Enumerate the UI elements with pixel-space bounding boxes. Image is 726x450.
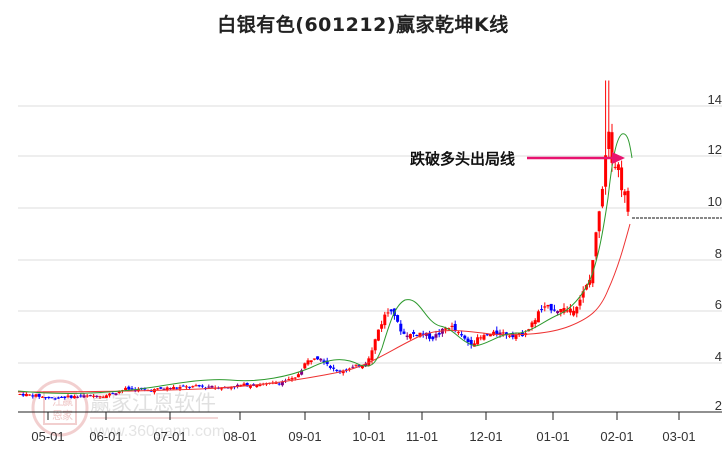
chart-title: 白银有色(601212)赢家乾坤K线	[217, 14, 509, 36]
x-tick-label: 11-01	[406, 429, 438, 444]
x-axis: 05-01 06-01 07-01 08-01 09-01 10-01 11-01 12-01…	[18, 411, 722, 444]
svg-text:2: 2	[715, 398, 722, 413]
x-tick-label: 12-01	[469, 429, 502, 444]
ma-short-line	[17, 133, 633, 394]
svg-text:恩: 恩	[52, 409, 63, 422]
watermark: 江 赢 恩 家 赢家江恩软件 www.360gann.com	[31, 379, 225, 440]
ma-long-line	[17, 223, 631, 393]
svg-text:8: 8	[715, 246, 722, 261]
svg-text:赢: 赢	[62, 394, 73, 408]
x-tick-label: 05-01	[31, 429, 64, 444]
svg-text:12: 12	[708, 142, 722, 157]
watermark-seal-icon	[31, 379, 89, 437]
candlesticks	[18, 80, 630, 401]
x-tick-label: 07-01	[153, 429, 186, 444]
x-tick-label: 08-01	[223, 429, 256, 444]
watermark-url: www.360gann.com	[89, 423, 225, 440]
y-axis: 14 12 10 8 6 4 2	[708, 92, 722, 413]
svg-text:14: 14	[708, 92, 722, 107]
x-tick-label: 03-01	[662, 429, 695, 444]
annotation: 跌破多头出局线	[410, 150, 625, 168]
svg-text:家: 家	[62, 408, 73, 422]
x-tick-label: 10-01	[352, 429, 385, 444]
svg-text:10: 10	[708, 194, 722, 209]
x-tick-label: 09-01	[288, 429, 321, 444]
arrow-head-icon	[612, 152, 625, 164]
svg-text:4: 4	[715, 349, 722, 364]
annotation-label: 跌破多头出局线	[410, 150, 515, 168]
x-tick-label: 06-01	[89, 429, 122, 444]
x-tick-label: 02-01	[600, 429, 633, 444]
x-tick-label: 01-01	[536, 429, 569, 444]
svg-text:江: 江	[52, 395, 63, 408]
svg-text:6: 6	[715, 297, 722, 312]
